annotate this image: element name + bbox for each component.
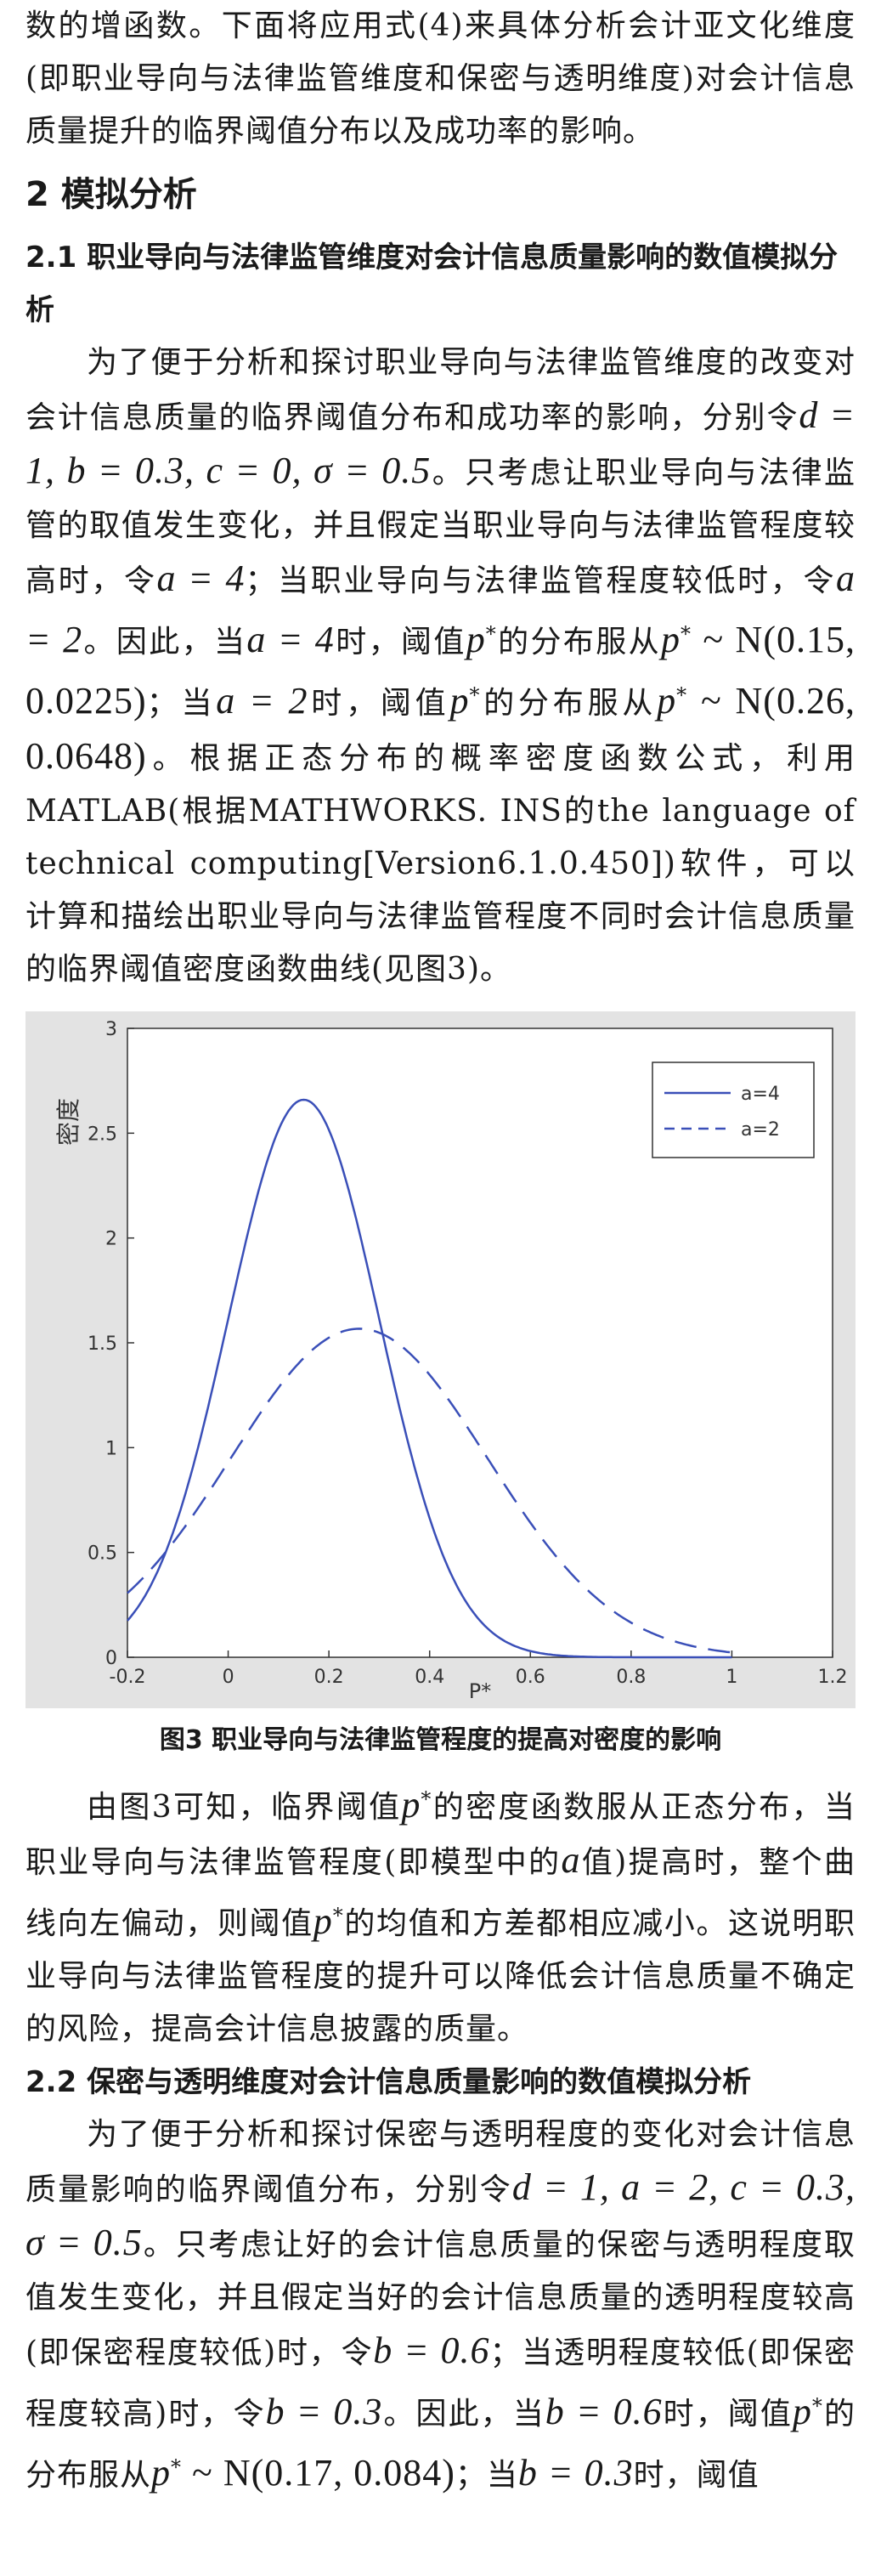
superscript: * <box>469 683 481 707</box>
math-inline: b = 0.6 <box>373 2330 490 2371</box>
text-run: ；当 <box>146 686 217 721</box>
paragraph-intro: 数的增函数。下面将应用式(4)来具体分析会计亚文化维度(即职业导向与法律监管维度… <box>25 0 856 158</box>
paragraph-figure-discussion: 由图3可知，临界阈值p*的密度函数服从正态分布，当职业导向与法律监管程度(即模型… <box>25 1773 856 2056</box>
text-run: 由图3可知，临界阈值 <box>87 1790 402 1825</box>
superscript: * <box>811 2394 823 2418</box>
text-run: 时，阈值 <box>308 686 450 721</box>
text-run: ；当透明程度较低(即保密程度较高)时，令 <box>25 2335 856 2432</box>
x-tick-label: 0 <box>223 1667 234 1688</box>
text-run: 。只考虑让好的会计信息质量的保密与透明程度取值发生变化，并且假定当好的会计信息质… <box>25 2228 856 2370</box>
legend: a=4 a=2 <box>652 1062 815 1158</box>
math-inline: b = 0.3 <box>265 2391 383 2432</box>
x-tick-label: 1.2 <box>818 1667 848 1688</box>
x-axis-label: P* <box>469 1679 491 1703</box>
text-run: 时，阈值 <box>633 2458 760 2493</box>
series-line-a=4 <box>127 1098 732 1659</box>
paragraph-2-1: 为了便于分析和探讨职业导向与法律监管维度的改变对会计信息质量的临界阈值分布和成功… <box>25 337 856 996</box>
text-run: ；当 <box>455 2458 518 2493</box>
x-tick-label: 0.6 <box>516 1667 545 1688</box>
y-tick-label: 2 <box>105 1229 117 1250</box>
x-tick-label: 1 <box>726 1667 737 1688</box>
superscript: * <box>421 1787 432 1811</box>
math-inline: p <box>401 1784 421 1826</box>
math-inline: a <box>561 1839 581 1881</box>
superscript: * <box>332 1904 344 1928</box>
y-tick-label: 0.5 <box>88 1543 117 1565</box>
density-chart: -0.2 0 0.2 0.4 0.6 0.8 1 1.200.511.522.53 密度 P*… <box>25 1011 856 1708</box>
legend-label-a4: a=4 <box>741 1084 780 1105</box>
figure-caption: 图3 职业导向与法律监管程度的提高对密度的影响 <box>159 1725 722 1755</box>
section-heading: 2 模拟分析 <box>25 175 197 214</box>
paragraph-2-2: 为了便于分析和探讨保密与透明程度的变化对会计信息质量影响的临界阈值分布，分别令d… <box>25 2109 856 2502</box>
y-tick-label: 2.5 <box>88 1124 117 1145</box>
math-inline: p <box>792 2391 812 2432</box>
superscript: * <box>485 622 497 646</box>
text-run: 时，阈值 <box>662 2397 793 2432</box>
x-tick-label: 0.4 <box>415 1667 444 1688</box>
text-run: 的分布服从 <box>496 625 661 660</box>
legend-label-a2: a=2 <box>741 1119 780 1141</box>
superscript: * <box>171 2455 183 2479</box>
math-inline: a = 4 <box>246 619 335 660</box>
math-inline: d = 1, a = 2, c = 0.3, σ = 0.5 <box>25 2166 856 2263</box>
text-run: 。因此，当 <box>82 625 247 660</box>
text-run: 。因此，当 <box>382 2397 545 2432</box>
math-inline: p <box>313 1900 333 1942</box>
text-run: 的分布服从 <box>25 2397 856 2493</box>
math-inline: ~ N(0.17, 0.084) <box>182 2452 455 2494</box>
math-inline: d = 1, b = 0.3, c = 0, σ = 0.5 <box>25 394 856 491</box>
superscript: * <box>676 683 688 707</box>
y-tick-label: 0 <box>105 1648 117 1669</box>
math-inline: p <box>660 619 681 660</box>
text-run: 的均值和方差都相应减小。这说明职业导向与法律监管程度的提升可以降低会计信息质量不… <box>25 1906 856 2047</box>
text-run: 的密度函数服从正态分布，当职业导向与法律监管程度(即模型中的 <box>25 1790 856 1880</box>
math-inline: ~ N(0.15, 0.0225) <box>25 619 856 722</box>
x-tick-label: 0.8 <box>616 1667 646 1688</box>
x-tick-label: 0.2 <box>314 1667 344 1688</box>
math-inline: a = 2 <box>25 558 856 660</box>
legend-box <box>652 1062 815 1158</box>
math-inline: p <box>449 680 470 722</box>
y-tick-label: 1 <box>105 1438 117 1459</box>
text-run: 为了便于分析和探讨保密与透明程度的变化对会计信息质量影响的临界阈值分布，分别令 <box>25 2117 856 2207</box>
math-inline: p <box>151 2452 172 2494</box>
math-inline: a = 4 <box>156 558 246 599</box>
text-run: 的分布服从 <box>480 686 658 721</box>
text-run: 为了便于分析和探讨职业导向与法律监管维度的改变对会计信息质量的临界阈值分布和成功… <box>25 345 856 435</box>
figure-3: -0.2 0 0.2 0.4 0.6 0.8 1 1.2 0 0.5 1 1.5 2 2.5 3 密度 P*… <box>25 1011 856 1712</box>
text-run: ；当职业导向与法律监管程度较低时，令 <box>245 563 836 598</box>
math-inline: p <box>657 680 677 722</box>
math-inline: b = 0.3 <box>517 2452 634 2494</box>
series-line-a=2 <box>127 1328 732 1654</box>
text-run: 。根据正态分布的概率密度函数公式，利用MATLAB(根据MATHWORKS. I… <box>25 741 856 987</box>
math-inline: ~ N(0.26, 0.0648) <box>25 680 856 777</box>
text-run: 。只考虑让职业导向与法律监管的取值发生变化，并且假定当职业导向与法律监管程度较高… <box>25 456 856 598</box>
math-inline: b = 0.6 <box>545 2391 663 2432</box>
subsection-heading-2-1: 2.1 职业导向与法律监管维度对会计信息质量影响的数值模拟分析 <box>25 241 839 327</box>
y-axis-label: 密度 <box>54 1098 82 1146</box>
subsection-heading-2-2: 2.2 保密与透明维度对会计信息质量影响的数值模拟分析 <box>25 2065 752 2099</box>
math-inline: a = 2 <box>216 680 308 722</box>
y-tick-label: 1.5 <box>88 1333 117 1355</box>
x-tick-label: -0.2 <box>110 1667 146 1688</box>
text-run: 值)提高时，整个曲线向左偏动，则阈值 <box>25 1845 856 1941</box>
axis-ticks: -0.2 0 0.2 0.4 0.6 0.8 1 1.200.511.522.53 <box>88 1019 848 1688</box>
math-inline: p <box>466 619 486 660</box>
series-curves <box>127 1098 732 1659</box>
paragraph-text: 数的增函数。下面将应用式(4)来具体分析会计亚文化维度(即职业导向与法律监管维度… <box>25 8 856 149</box>
superscript: * <box>680 622 692 646</box>
y-tick-label: 3 <box>105 1019 117 1040</box>
text-run: 时，阈值 <box>334 625 466 660</box>
